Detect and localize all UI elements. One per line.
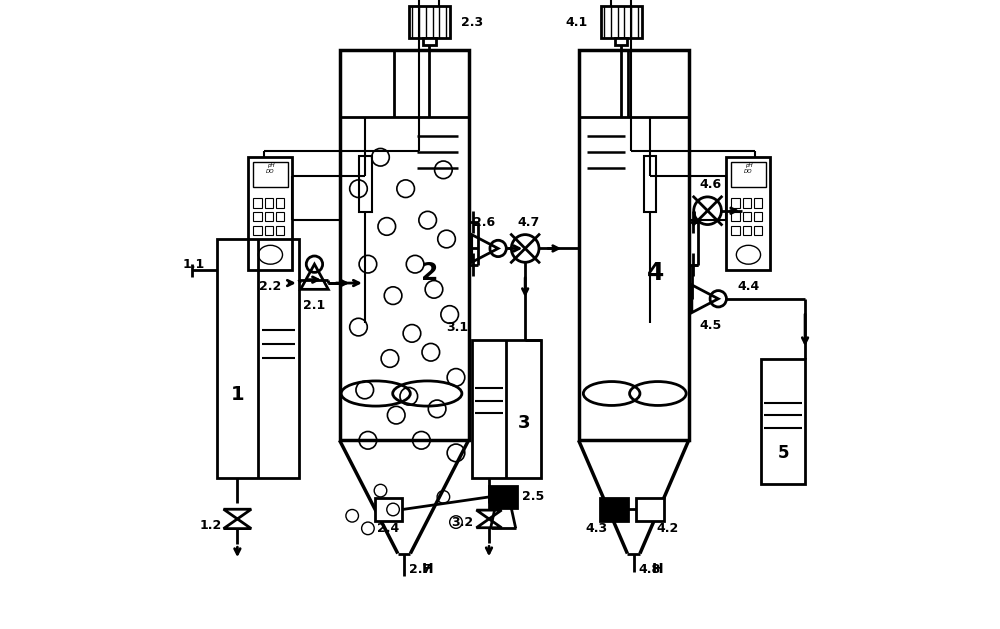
Bar — [217, 239, 299, 478]
Bar — [409, 6, 450, 38]
Text: 4.2: 4.2 — [656, 522, 679, 535]
Text: 2.4: 2.4 — [377, 522, 400, 535]
Text: 1.2: 1.2 — [199, 519, 222, 532]
Text: 2.2: 2.2 — [259, 280, 282, 292]
Text: H: H — [651, 562, 663, 576]
Bar — [731, 198, 740, 208]
Text: 1: 1 — [231, 385, 244, 404]
Text: 2.1: 2.1 — [303, 299, 326, 311]
Text: 4.8: 4.8 — [639, 563, 661, 576]
Bar — [253, 212, 262, 221]
Text: 4.1: 4.1 — [566, 16, 588, 28]
Text: 4.6: 4.6 — [700, 178, 722, 191]
Bar — [359, 155, 372, 212]
Bar — [601, 6, 642, 38]
Bar — [731, 226, 740, 235]
Bar — [761, 359, 805, 484]
Text: 2.6: 2.6 — [473, 216, 495, 228]
Bar — [253, 226, 262, 235]
Text: 4: 4 — [647, 260, 664, 284]
Bar — [731, 162, 766, 187]
Bar — [265, 226, 273, 235]
Bar — [754, 198, 762, 208]
Bar — [731, 212, 740, 221]
Text: 2.3: 2.3 — [461, 16, 483, 28]
Text: 3: 3 — [517, 414, 530, 431]
Bar — [253, 162, 288, 187]
Bar — [743, 212, 751, 221]
Bar — [644, 155, 656, 212]
Text: 5: 5 — [777, 444, 789, 462]
Bar — [726, 157, 770, 270]
Bar — [248, 157, 292, 270]
Bar — [743, 226, 751, 235]
Bar — [489, 486, 517, 508]
Text: 4.7: 4.7 — [517, 216, 539, 228]
Text: H: H — [422, 562, 433, 576]
Bar — [615, 38, 627, 45]
Text: 2.5: 2.5 — [522, 491, 544, 503]
Text: pH
DO: pH DO — [744, 163, 753, 174]
Bar — [754, 212, 762, 221]
Bar — [375, 498, 402, 521]
Bar — [600, 498, 628, 521]
Text: pH
DO: pH DO — [266, 163, 275, 174]
Bar — [276, 226, 284, 235]
Bar — [265, 212, 273, 221]
Bar — [472, 340, 541, 478]
Bar — [265, 198, 273, 208]
Bar — [276, 212, 284, 221]
Bar — [276, 198, 284, 208]
Bar — [743, 198, 751, 208]
Bar — [579, 50, 689, 440]
Bar — [636, 498, 664, 521]
Text: 4.3: 4.3 — [585, 522, 608, 535]
Text: 3.2: 3.2 — [451, 516, 473, 528]
Bar — [754, 226, 762, 235]
Text: 2: 2 — [421, 260, 439, 284]
Text: 1.1: 1.1 — [182, 258, 204, 270]
Bar — [423, 38, 436, 45]
Bar — [340, 50, 469, 440]
Text: 4.4: 4.4 — [737, 280, 760, 292]
Text: 2.7: 2.7 — [409, 563, 431, 576]
Text: 3.1: 3.1 — [446, 321, 469, 333]
Text: 4.5: 4.5 — [700, 319, 722, 331]
Bar — [253, 198, 262, 208]
